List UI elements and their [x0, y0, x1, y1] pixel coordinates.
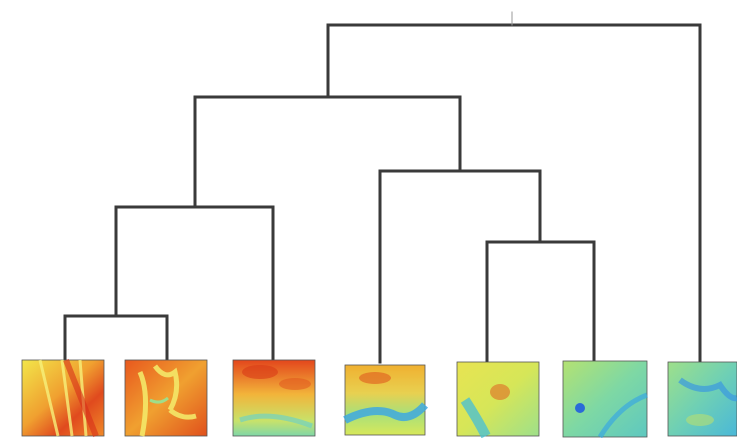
tree-links [63, 11, 702, 364]
thumbnail [21, 358, 105, 438]
thumbnail [667, 361, 737, 437]
thumbnail [456, 361, 540, 438]
thumbnail [232, 359, 316, 437]
thumbnails [21, 358, 737, 438]
thumbnail [124, 359, 208, 437]
thumbnail [343, 364, 428, 436]
thumbnail [562, 360, 648, 438]
